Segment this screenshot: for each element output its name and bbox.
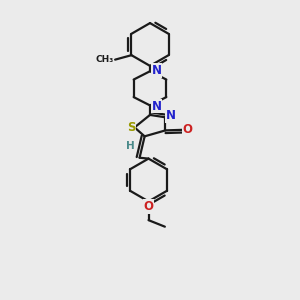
- Text: N: N: [166, 109, 176, 122]
- Text: N: N: [152, 100, 161, 112]
- Text: S: S: [127, 121, 135, 134]
- Text: H: H: [127, 140, 135, 151]
- Text: O: O: [182, 123, 193, 136]
- Text: CH₃: CH₃: [95, 55, 114, 64]
- Text: O: O: [143, 200, 154, 213]
- Text: N: N: [152, 64, 161, 77]
